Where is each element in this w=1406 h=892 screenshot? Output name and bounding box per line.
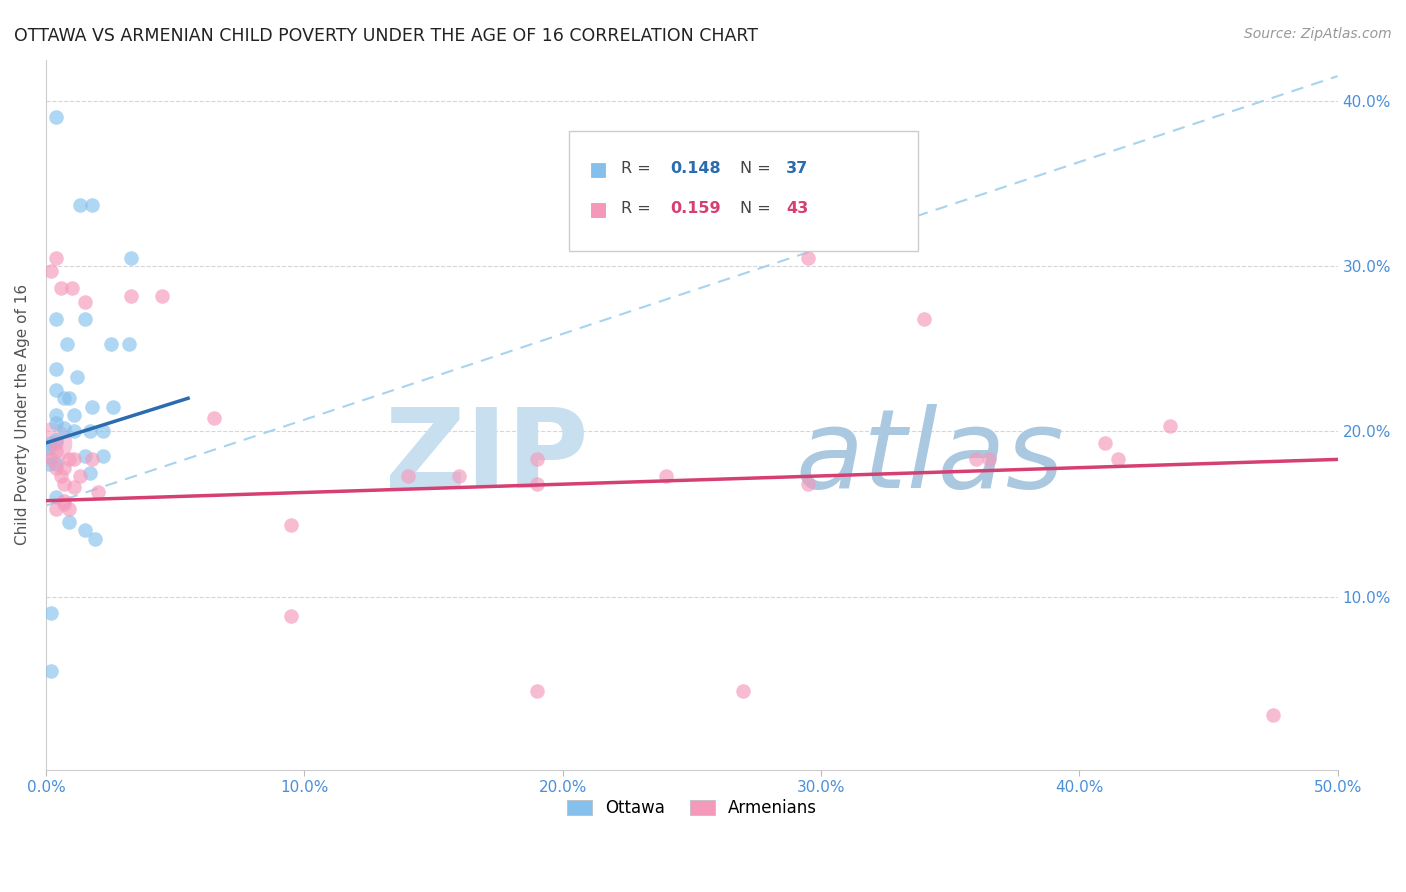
- Point: [45, 460, 67, 475]
- Text: 0.148: 0.148: [669, 161, 720, 176]
- Point: [38, 458, 60, 472]
- Text: Source: ZipAtlas.com: Source: ZipAtlas.com: [1244, 27, 1392, 41]
- Point: [38, 441, 60, 455]
- Point: [63, 481, 86, 495]
- Point: [53, 421, 76, 435]
- Point: [53, 477, 76, 491]
- Point: [797, 477, 820, 491]
- Point: [45, 444, 67, 458]
- Point: [280, 518, 302, 533]
- Point: [45, 312, 67, 326]
- Text: N =: N =: [740, 161, 776, 176]
- Point: [912, 312, 935, 326]
- Point: [58, 502, 80, 516]
- Point: [120, 251, 142, 265]
- Point: [396, 469, 419, 483]
- Point: [55, 336, 77, 351]
- Point: [45, 251, 67, 265]
- Text: R =: R =: [621, 202, 655, 216]
- Text: N =: N =: [740, 202, 776, 216]
- Point: [63, 425, 86, 439]
- Point: [58, 515, 80, 529]
- Point: [39, 606, 62, 620]
- Point: [202, 411, 225, 425]
- Point: [655, 469, 678, 483]
- Point: [60, 280, 83, 294]
- Point: [101, 400, 124, 414]
- Point: [449, 469, 471, 483]
- Point: [53, 391, 76, 405]
- Y-axis label: Child Poverty Under the Age of 16: Child Poverty Under the Age of 16: [15, 285, 30, 545]
- Text: ZIP: ZIP: [385, 404, 589, 511]
- Point: [39, 264, 62, 278]
- Point: [150, 289, 173, 303]
- Point: [45, 111, 67, 125]
- Point: [117, 336, 139, 351]
- Point: [73, 524, 96, 538]
- Text: atlas: atlas: [796, 404, 1064, 511]
- Point: [84, 532, 107, 546]
- Point: [965, 452, 987, 467]
- Point: [280, 609, 302, 624]
- Point: [45, 502, 67, 516]
- Point: [58, 391, 80, 405]
- Point: [45, 458, 67, 472]
- Point: [91, 449, 114, 463]
- Point: [82, 198, 104, 212]
- Point: [120, 289, 142, 303]
- Point: [39, 436, 62, 450]
- Point: [69, 198, 91, 212]
- Point: [526, 452, 548, 467]
- Point: [86, 485, 108, 500]
- Point: [45, 491, 67, 505]
- Point: [73, 449, 96, 463]
- Point: [100, 336, 122, 351]
- Point: [82, 452, 104, 467]
- Point: [1261, 708, 1284, 723]
- Point: [1094, 436, 1116, 450]
- Text: R =: R =: [621, 161, 655, 176]
- Point: [45, 361, 67, 376]
- Point: [526, 683, 548, 698]
- Point: [82, 400, 104, 414]
- Point: [69, 469, 91, 483]
- Point: [45, 408, 67, 422]
- Point: [977, 452, 1000, 467]
- FancyBboxPatch shape: [569, 130, 918, 252]
- Point: [63, 408, 86, 422]
- Text: 43: 43: [786, 202, 808, 216]
- Point: [51, 280, 73, 294]
- Point: [73, 295, 96, 310]
- Point: [1159, 419, 1181, 434]
- Point: [73, 312, 96, 326]
- Point: [91, 425, 114, 439]
- Point: [53, 460, 76, 475]
- Point: [79, 466, 101, 480]
- Point: [45, 433, 67, 447]
- Point: [51, 469, 73, 483]
- Point: [79, 425, 101, 439]
- Text: OTTAWA VS ARMENIAN CHILD POVERTY UNDER THE AGE OF 16 CORRELATION CHART: OTTAWA VS ARMENIAN CHILD POVERTY UNDER T…: [14, 27, 758, 45]
- Point: [39, 452, 62, 467]
- Point: [58, 452, 80, 467]
- Point: [63, 452, 86, 467]
- Point: [53, 493, 76, 508]
- Text: 37: 37: [786, 161, 808, 176]
- Point: [45, 436, 67, 450]
- Point: [797, 251, 820, 265]
- Point: [733, 683, 755, 698]
- Point: [526, 477, 548, 491]
- Point: [45, 383, 67, 397]
- Point: [39, 664, 62, 678]
- Legend: Ottawa, Armenians: Ottawa, Armenians: [558, 791, 825, 826]
- Text: 0.159: 0.159: [669, 202, 720, 216]
- Point: [1107, 452, 1129, 467]
- Point: [53, 497, 76, 511]
- Point: [39, 436, 62, 450]
- Point: [45, 416, 67, 430]
- Point: [66, 369, 89, 384]
